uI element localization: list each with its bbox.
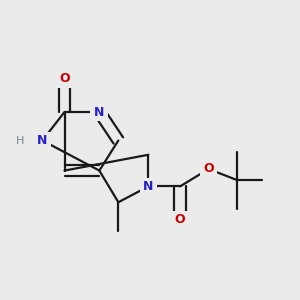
Text: H: H — [16, 136, 24, 146]
Text: O: O — [175, 213, 185, 226]
Text: O: O — [59, 72, 70, 85]
FancyBboxPatch shape — [200, 160, 218, 178]
Text: N: N — [143, 180, 154, 193]
FancyBboxPatch shape — [140, 178, 157, 195]
FancyBboxPatch shape — [34, 132, 51, 149]
Text: O: O — [203, 163, 214, 176]
FancyBboxPatch shape — [171, 211, 189, 229]
FancyBboxPatch shape — [91, 103, 108, 121]
FancyBboxPatch shape — [56, 70, 74, 88]
Text: N: N — [94, 106, 104, 118]
Text: N: N — [37, 134, 47, 147]
